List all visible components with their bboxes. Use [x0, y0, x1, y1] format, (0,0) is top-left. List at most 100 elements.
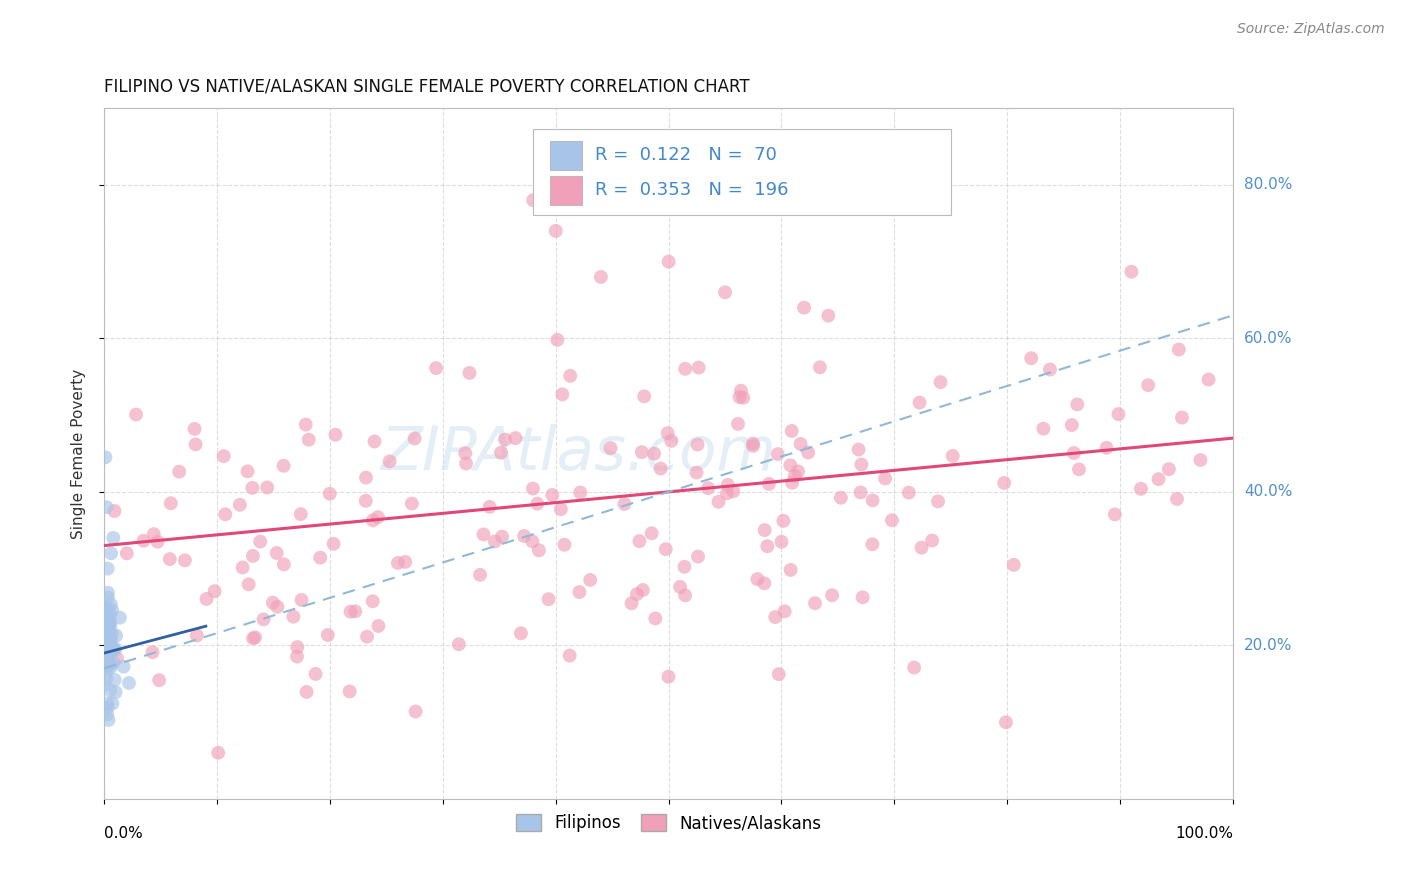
Point [159, 552, 181, 566]
Point [273, 558, 295, 572]
Point [631, 445, 654, 459]
Point [513, 529, 536, 543]
Point [643, 447, 665, 461]
Point [103, 504, 125, 518]
Point [1121, 265, 1143, 279]
Point [266, 599, 288, 614]
Point [626, 587, 648, 601]
Point [852, 591, 875, 605]
Point [97, 591, 120, 605]
Point [494, 433, 516, 447]
Point [100, 619, 122, 633]
Point [489, 446, 512, 460]
Point [728, 390, 751, 404]
Point [491, 530, 513, 544]
Point [851, 458, 873, 472]
Point [96, 665, 118, 679]
Point [685, 466, 707, 480]
Point [94, 627, 117, 641]
Point [290, 593, 312, 607]
Point [285, 649, 308, 664]
Point [141, 645, 163, 659]
Point [93, 614, 115, 628]
Point [105, 629, 128, 643]
Point [848, 442, 870, 457]
Point [797, 445, 820, 459]
Point [229, 498, 252, 512]
Point [242, 481, 264, 495]
Point [96, 631, 118, 645]
Point [1039, 362, 1062, 376]
Point [361, 594, 384, 608]
Point [103, 531, 125, 545]
Point [283, 609, 305, 624]
Point [96, 630, 118, 644]
Point [96, 603, 118, 617]
Point [730, 384, 752, 398]
Point [142, 527, 165, 541]
Point [541, 488, 564, 502]
Point [242, 549, 264, 563]
Point [105, 651, 128, 665]
Point [1189, 453, 1212, 467]
Point [830, 491, 852, 505]
Point [522, 534, 544, 549]
Point [789, 437, 811, 451]
Point [644, 611, 666, 625]
Point [186, 629, 208, 643]
Point [100, 660, 122, 674]
Point [159, 496, 181, 510]
Point [657, 670, 679, 684]
Point [339, 605, 361, 619]
Point [897, 485, 920, 500]
Point [367, 619, 389, 633]
Point [546, 333, 568, 347]
Point [468, 567, 491, 582]
Point [527, 543, 550, 558]
Point [707, 495, 730, 509]
Point [633, 389, 655, 403]
Point [723, 484, 745, 499]
Point [537, 592, 560, 607]
Point [742, 439, 765, 453]
Point [96, 653, 118, 667]
Point [319, 487, 342, 501]
Point [103, 655, 125, 669]
Point [212, 449, 235, 463]
Point [808, 360, 831, 375]
Point [101, 627, 124, 641]
Point [522, 193, 544, 207]
Point [94, 660, 117, 674]
Point [96, 648, 118, 663]
Point [214, 508, 236, 522]
Text: 0.0%: 0.0% [104, 827, 143, 841]
Point [115, 546, 138, 560]
Point [910, 541, 932, 555]
Point [204, 584, 226, 599]
Point [628, 534, 651, 549]
Point [714, 285, 737, 300]
Point [294, 417, 316, 432]
Point [100, 546, 122, 560]
Point [266, 546, 288, 560]
Point [458, 366, 481, 380]
Point [780, 475, 803, 490]
Text: R =  0.353   N =  196: R = 0.353 N = 196 [595, 180, 789, 199]
Point [772, 514, 794, 528]
Point [688, 360, 710, 375]
Point [1060, 417, 1083, 432]
Text: ZIPAtlas.com: ZIPAtlas.com [381, 424, 776, 483]
Point [472, 527, 495, 541]
Point [285, 640, 308, 654]
Point [758, 476, 780, 491]
Point [447, 637, 470, 651]
Point [849, 485, 872, 500]
Point [405, 705, 427, 719]
FancyBboxPatch shape [550, 141, 582, 170]
Point [325, 427, 347, 442]
Point [96, 707, 118, 722]
Point [98, 657, 121, 672]
Point [673, 361, 696, 376]
Point [733, 391, 755, 405]
Text: FILIPINO VS NATIVE/ALASKAN SINGLE FEMALE POVERTY CORRELATION CHART: FILIPINO VS NATIVE/ALASKAN SINGLE FEMALE… [104, 78, 749, 95]
